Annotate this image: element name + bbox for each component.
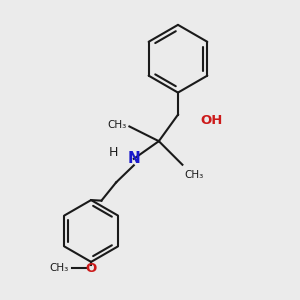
Text: N: N xyxy=(128,151,140,166)
Text: O: O xyxy=(85,262,97,275)
Text: CH₃: CH₃ xyxy=(185,170,204,180)
Text: CH₃: CH₃ xyxy=(50,263,69,273)
Text: OH: OH xyxy=(200,114,222,127)
Text: CH₃: CH₃ xyxy=(108,120,127,130)
Text: H: H xyxy=(109,146,119,159)
